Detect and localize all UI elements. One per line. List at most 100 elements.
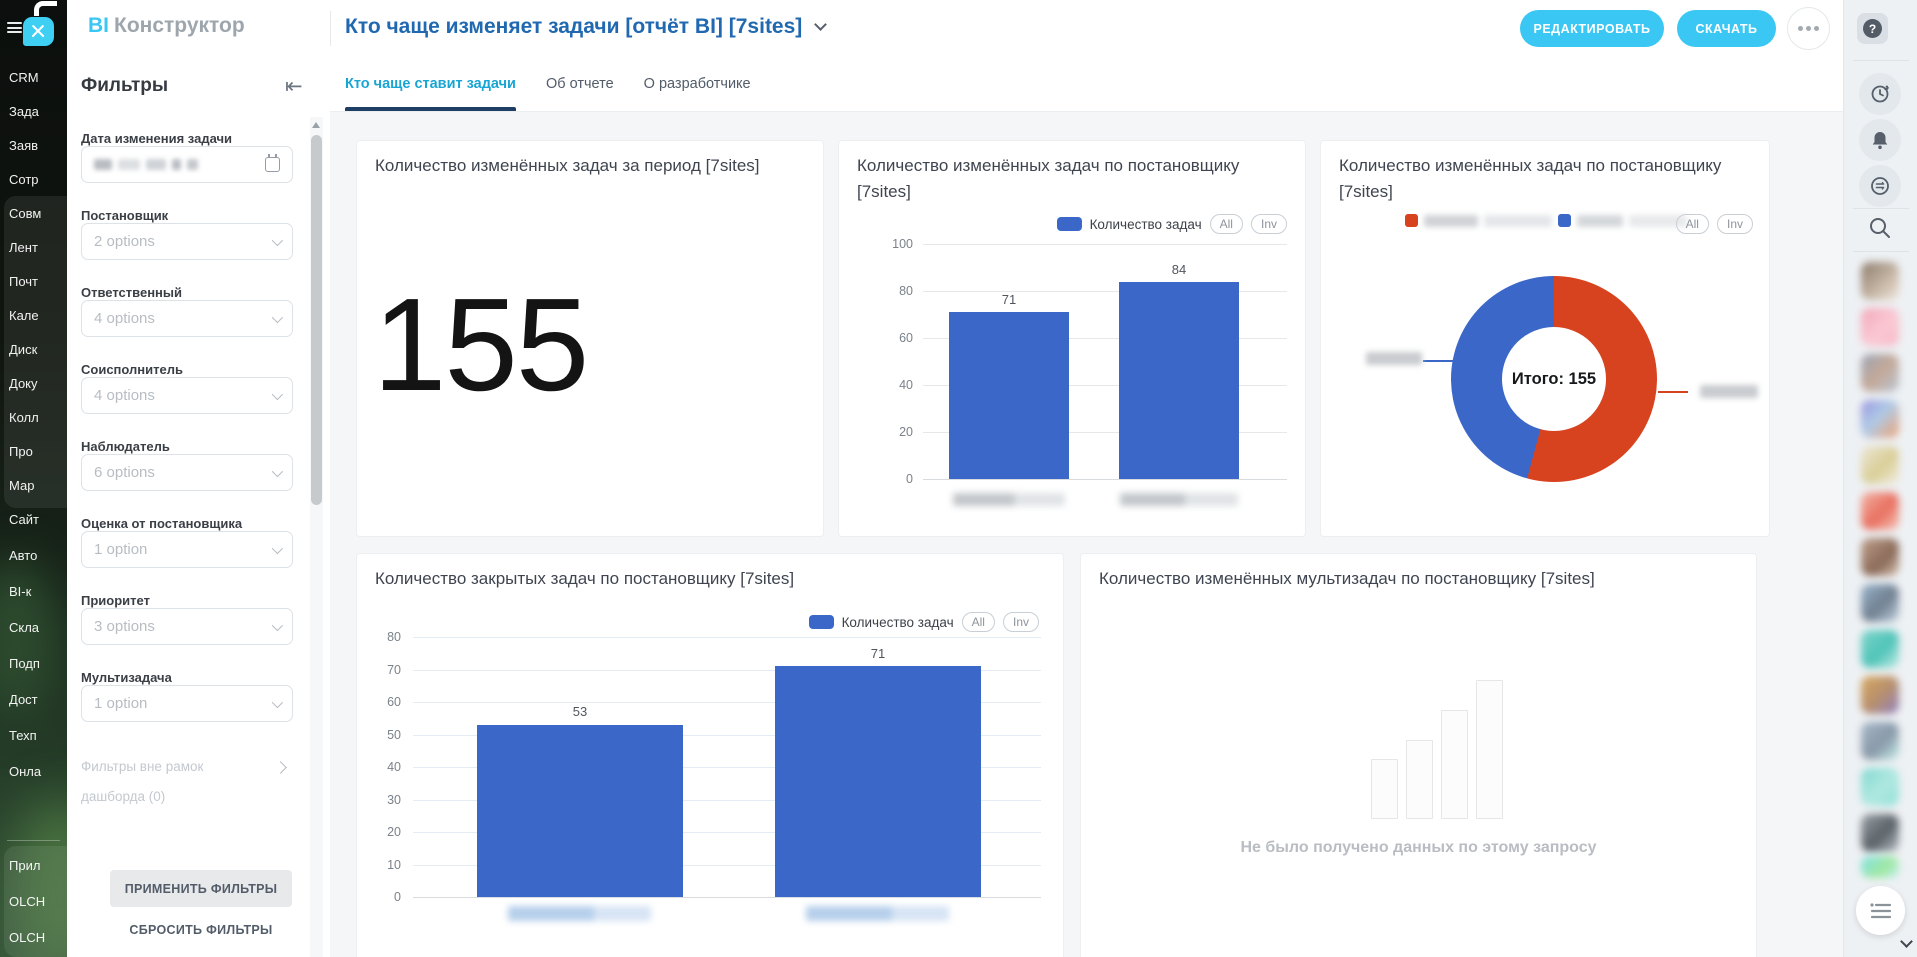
filter-select-soispolnitel[interactable]: 4 options (81, 377, 293, 414)
legend-toggle-all[interactable]: All (1675, 214, 1709, 234)
chevron-down-icon (271, 311, 284, 323)
leftnav-item[interactable]: OLCH (9, 894, 46, 909)
leftnav-item[interactable]: Техп (9, 728, 37, 743)
sidebar-group-highlight (4, 846, 67, 957)
chevron-right-icon[interactable] (274, 761, 287, 774)
scrollbar-up-arrow[interactable] (312, 122, 320, 128)
reset-filters-button[interactable]: СБРОСИТЬ ФИЛЬТРЫ (129, 923, 273, 937)
leftnav-item[interactable]: Зада (9, 104, 39, 119)
leftnav-item[interactable]: Подп (9, 656, 40, 671)
kpi-number: 155 (373, 271, 589, 418)
legend-toggle-inv[interactable]: Inv (1002, 612, 1039, 632)
chart-legend: Количество задач All Inv (1056, 214, 1287, 234)
card-title: Количество закрытых задач по постановщик… (375, 569, 795, 588)
more-options-button[interactable] (1787, 7, 1830, 50)
messenger-button[interactable] (1859, 165, 1901, 207)
leftnav-item[interactable]: Колл (9, 410, 39, 425)
page-title[interactable]: Кто чаще изменяет задачи [отчёт BI] [7si… (345, 15, 828, 39)
filter-select-nablyudatel[interactable]: 6 options (81, 454, 293, 491)
leftnav-item[interactable]: Онла (9, 764, 42, 779)
legend-toggle-inv[interactable]: Inv (1250, 214, 1287, 234)
page-title-text: Кто чаще изменяет задачи [отчёт BI] [7si… (345, 15, 803, 38)
leftnav-item[interactable]: CRM (9, 70, 39, 85)
leftnav-item[interactable]: Кале (9, 308, 39, 323)
select-value: 1 option (94, 541, 148, 558)
legend-toggle-inv[interactable]: Inv (1716, 214, 1753, 234)
apply-filters-button[interactable]: ПРИМЕНИТЬ ФИЛЬТРЫ (110, 870, 292, 907)
leftnav-item[interactable]: Дост (9, 692, 38, 707)
y-axis-tick: 80 (899, 284, 913, 298)
filter-select-otvetstvennyj[interactable]: 4 options (81, 300, 293, 337)
leftnav-item[interactable]: Почт (9, 274, 39, 289)
x-axis-line (923, 479, 1287, 480)
filter-select-ocenka[interactable]: 1 option (81, 531, 293, 568)
filter-select-prioritet[interactable]: 3 options (81, 608, 293, 645)
legend-color-swatch[interactable] (1405, 214, 1418, 227)
scroll-down-chevron-icon[interactable] (1900, 935, 1913, 948)
app-tile-blurred[interactable] (1861, 584, 1899, 622)
close-bubble-icon[interactable] (23, 17, 54, 46)
search-button[interactable] (1867, 215, 1893, 246)
leftnav-item[interactable]: Прил (9, 858, 41, 873)
leftnav-item[interactable]: Диск (9, 342, 38, 357)
tab-about-developer[interactable]: О разработчике (644, 57, 751, 111)
leftnav-item[interactable]: Мар (9, 478, 35, 493)
tab-about-report[interactable]: Об отчете (546, 57, 614, 111)
app-tile-blurred[interactable] (1861, 856, 1899, 878)
app-tile-blurred[interactable] (1861, 676, 1899, 714)
filter-label: Оценка от постановщика (81, 516, 243, 531)
filter-label: Наблюдатель (81, 439, 170, 454)
select-value: 3 options (94, 618, 155, 635)
filter-select-postanovshik[interactable]: 2 options (81, 223, 293, 260)
app-tile-blurred[interactable] (1861, 262, 1899, 300)
leftnav-item[interactable]: Про (9, 444, 33, 459)
app-tile-blurred[interactable] (1861, 630, 1899, 668)
chevron-down-icon[interactable] (814, 18, 828, 31)
app-tile-blurred[interactable] (1861, 722, 1899, 760)
leftnav-item[interactable]: Заяв (9, 138, 39, 153)
legend-color-swatch[interactable] (1056, 217, 1082, 231)
download-button[interactable]: СКАЧАТЬ (1677, 10, 1776, 47)
filters-scrollbar-thumb[interactable] (311, 135, 322, 505)
legend-color-swatch[interactable] (1558, 214, 1571, 227)
gridline (413, 767, 1041, 768)
pulse-timer-button[interactable] (1859, 73, 1901, 115)
leftnav-item[interactable]: Доку (9, 376, 38, 391)
legend-toggle-all[interactable]: All (1209, 214, 1243, 234)
app-tile-blurred[interactable] (1861, 308, 1899, 346)
donut-legend-blurred (1405, 214, 1687, 227)
app-tile-blurred[interactable] (1861, 400, 1899, 438)
leftnav-item[interactable]: Лент (9, 240, 38, 255)
legend-toggle-all[interactable]: All (961, 612, 995, 632)
notifications-button[interactable] (1859, 119, 1901, 161)
edit-button[interactable]: РЕДАКТИРОВАТЬ (1520, 10, 1664, 47)
chart-legend: Количество задач All Inv (808, 612, 1039, 632)
card-changed-tasks-by-author-bar: Количество изменённых задач по постановщ… (838, 140, 1306, 537)
legend-color-swatch[interactable] (808, 615, 834, 629)
legend-label[interactable]: Количество задач (841, 614, 954, 630)
app-tile-blurred[interactable] (1861, 354, 1899, 392)
collapse-panel-icon[interactable]: ⇤ (285, 75, 303, 98)
calendar-icon[interactable] (265, 154, 280, 172)
app-tile-blurred[interactable] (1861, 768, 1899, 806)
leftnav-item[interactable]: Авто (9, 548, 38, 563)
app-tile-blurred[interactable] (1861, 446, 1899, 484)
date-range-input[interactable] (81, 146, 293, 183)
menu-icon[interactable] (7, 22, 22, 33)
legend-label[interactable]: Количество задач (1089, 216, 1202, 232)
leftnav-item[interactable]: Сайт (9, 512, 39, 527)
tab-who-sets-tasks[interactable]: Кто чаще ставит задачи (345, 57, 516, 111)
leftnav-item[interactable]: Сотр (9, 172, 39, 187)
leftnav-item[interactable]: Совм (9, 206, 42, 221)
leftnav-item[interactable]: BI-к (9, 584, 32, 599)
app-tile-blurred[interactable] (1861, 814, 1899, 852)
bar-value-label: 53 (572, 704, 588, 719)
leftnav-item[interactable]: Скла (9, 620, 40, 635)
app-tile-blurred[interactable] (1861, 492, 1899, 530)
help-button[interactable]: ? (1857, 13, 1888, 44)
filter-select-multizadacha[interactable]: 1 option (81, 685, 293, 722)
app-tile-blurred[interactable] (1861, 538, 1899, 576)
leftnav-item[interactable]: OLCH (9, 930, 46, 945)
bar-value-71 (949, 312, 1069, 479)
apps-list-button[interactable] (1856, 886, 1905, 935)
